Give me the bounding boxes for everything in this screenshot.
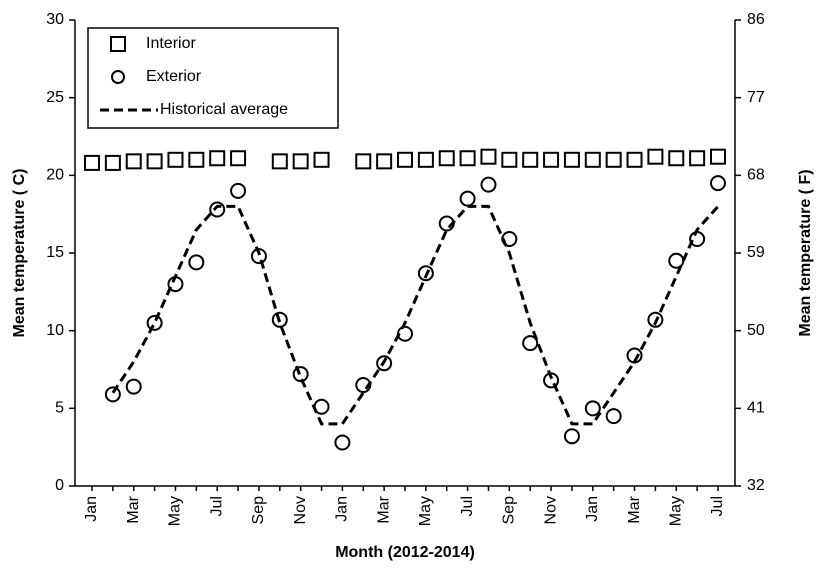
square-marker (417, 151, 434, 168)
x-tick-label: Sep (250, 496, 267, 525)
legend-label: Exterior (146, 68, 202, 85)
legend-label: Historical average (160, 101, 288, 118)
circle-marker (584, 400, 601, 417)
y2-tick-label: 59 (747, 244, 765, 261)
circle-marker (626, 347, 643, 364)
y-tick-label: 15 (46, 244, 64, 261)
square-marker (438, 150, 455, 167)
square-marker (209, 150, 226, 167)
y-tick-label: 10 (46, 322, 64, 339)
x-tick-label: May (417, 496, 434, 526)
square-marker (146, 153, 163, 170)
circle-marker (710, 175, 726, 192)
square-marker (459, 150, 476, 167)
square-marker (689, 150, 706, 167)
legend-marker (111, 70, 125, 84)
circle-marker (459, 190, 476, 207)
square-marker (647, 148, 664, 165)
square-marker (271, 153, 288, 170)
x-tick-label: Nov (542, 496, 559, 524)
square-marker (230, 150, 247, 167)
circle-marker (334, 434, 351, 451)
circle-marker (104, 386, 121, 403)
square-marker (397, 151, 413, 168)
y2-tick-label: 86 (747, 11, 765, 28)
circle-marker (188, 254, 205, 271)
line-series (111, 204, 720, 426)
square-marker (605, 151, 622, 168)
y-tick-label: 0 (55, 477, 64, 494)
legend-label: Interior (146, 35, 196, 52)
x-tick-label: Jul (208, 496, 225, 516)
square-marker (626, 151, 643, 168)
y-tick-label: 5 (55, 400, 64, 417)
circle-marker (605, 408, 622, 425)
circle-marker (230, 182, 247, 199)
x-tick-label: Sep (501, 496, 518, 525)
y2-tick-label: 41 (747, 400, 765, 417)
y2-tick-label: 50 (747, 322, 765, 339)
x-tick-label: Jan (83, 496, 100, 522)
square-marker (104, 154, 121, 171)
y-tick-label: 20 (46, 167, 64, 184)
circle-marker (125, 378, 142, 395)
square-marker (543, 151, 560, 168)
circle-marker (209, 201, 226, 218)
y-axis-title: Mean temperature ( C) (11, 169, 28, 338)
square-marker (480, 148, 497, 165)
x-tick-label: Jan (334, 496, 351, 522)
y-tick-label: 25 (46, 89, 64, 106)
legend-marker (110, 36, 126, 52)
square-marker (501, 151, 518, 168)
square-marker (167, 151, 184, 168)
square-marker (668, 150, 685, 167)
circle-marker (563, 428, 580, 445)
circle-marker (292, 366, 309, 383)
x-tick-label: Jul (709, 496, 726, 516)
x-tick-label: Mar (375, 495, 392, 523)
circle-marker (480, 176, 497, 193)
x-tick-label: Mar (125, 495, 142, 523)
square-marker (84, 154, 100, 171)
square-marker (355, 153, 372, 170)
square-marker (313, 151, 330, 168)
circle-marker (146, 314, 163, 331)
square-marker (125, 153, 142, 170)
x-tick-label: Mar (626, 495, 643, 523)
y2-axis-title: Mean temperature ( F) (797, 169, 814, 336)
x-tick-label: May (167, 496, 184, 526)
square-marker (376, 153, 393, 170)
square-marker (188, 151, 205, 168)
x-tick-label: Jul (459, 496, 476, 516)
x-axis-title: Month (2012-2014) (335, 544, 475, 561)
square-marker (584, 151, 601, 168)
x-tick-label: Nov (292, 496, 309, 524)
square-marker (563, 151, 580, 168)
circle-marker (522, 335, 539, 352)
y-tick-label: 30 (46, 11, 64, 28)
square-marker (710, 148, 726, 165)
y2-tick-label: 32 (747, 477, 765, 494)
square-marker (292, 153, 309, 170)
x-tick-label: May (667, 496, 684, 526)
x-tick-label: Jan (584, 496, 601, 522)
square-marker (522, 151, 539, 168)
y2-tick-label: 68 (747, 167, 765, 184)
y2-tick-label: 77 (747, 89, 765, 106)
